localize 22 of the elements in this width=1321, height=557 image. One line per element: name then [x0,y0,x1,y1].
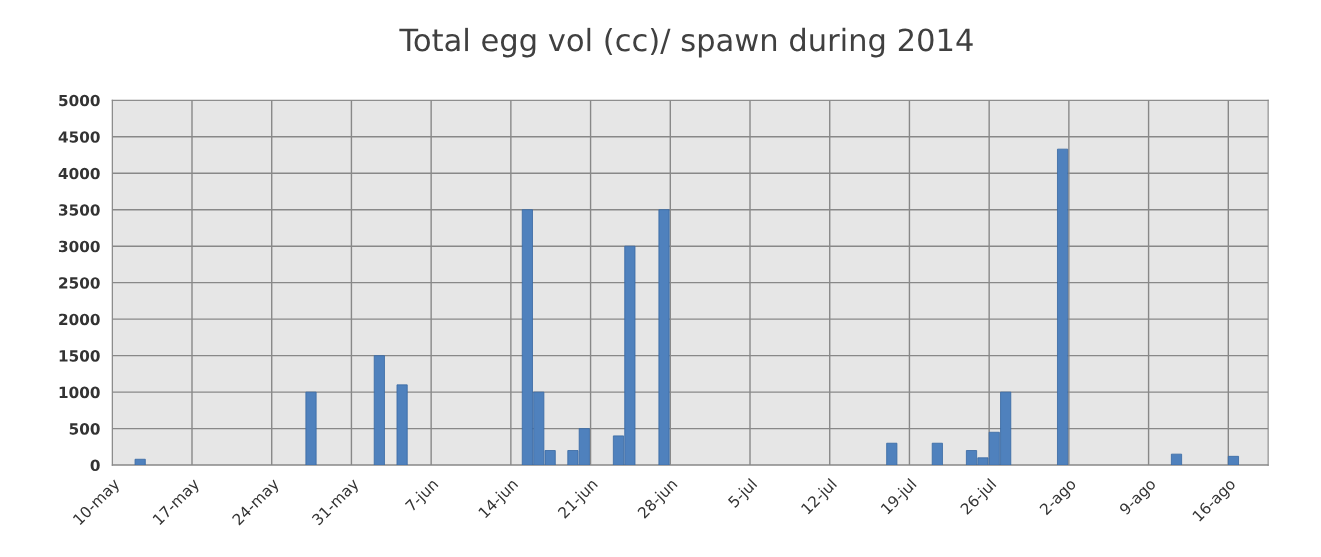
bar [931,442,943,466]
y-tick-label: 3500 [58,204,100,216]
bar [396,384,408,466]
y-tick-label: 4000 [58,167,100,180]
y-tick-label: 2500 [59,277,100,289]
y-tick-label: 1000 [59,386,100,399]
bar [1170,453,1183,466]
bar [658,209,670,466]
y-tick-label: 2000 [59,313,100,326]
bar [1057,148,1069,466]
y-tick-label: 3000 [58,240,100,253]
bar [373,355,385,466]
y-tick-label: 1500 [59,350,100,362]
chart-title: Total egg vol (cc)/ spawn during 2014 [399,27,973,58]
y-tick-label: 4500 [58,131,100,143]
y-tick-label: 0 [90,459,100,472]
bar [305,391,317,466]
y-tick-label: 500 [69,423,100,435]
bar [134,458,146,466]
bar [1227,455,1239,466]
y-tick-label: 5000 [59,94,100,107]
bar [886,442,898,466]
